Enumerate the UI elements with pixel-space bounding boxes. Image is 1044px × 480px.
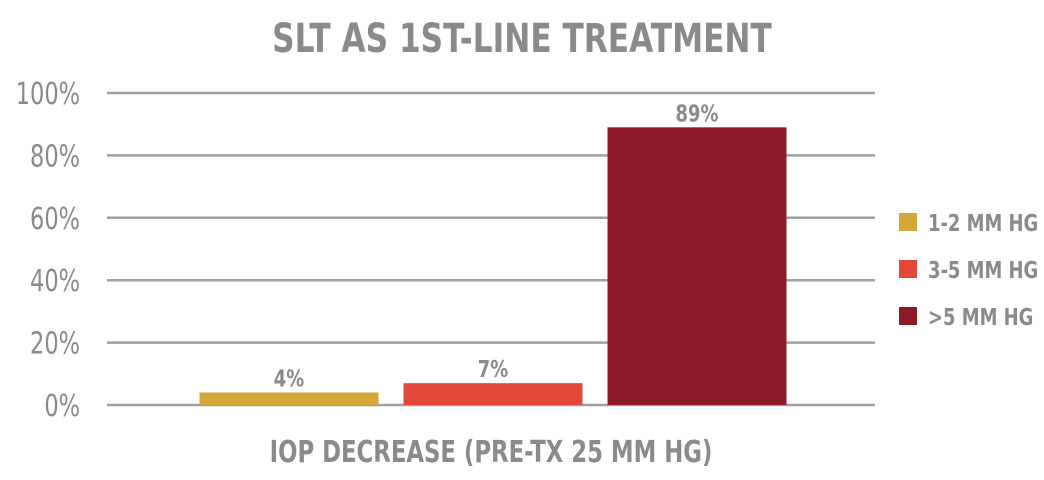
bar (403, 383, 583, 405)
x-axis-label: IOP DECREASE (PRE-TX 25 MM HG) (270, 435, 713, 470)
y-tick-label: 80% (30, 139, 80, 174)
legend-swatch (899, 213, 917, 231)
data-label: 4% (274, 365, 304, 392)
legend-swatch (899, 260, 917, 278)
legend-swatch (899, 307, 917, 325)
y-tick-label: 20% (30, 326, 80, 361)
y-tick-label: 0% (44, 389, 80, 424)
bar (607, 127, 787, 405)
y-tick-label: 100% (16, 77, 80, 112)
chart-title: SLT AS 1ST-LINE TREATMENT (272, 16, 772, 62)
data-label: 89% (676, 100, 719, 127)
y-tick-label: 60% (30, 202, 80, 237)
data-label: 7% (478, 356, 508, 383)
legend-label: 1-2 MM HG (928, 210, 1038, 237)
bar (199, 392, 379, 405)
legend-label: >5 MM HG (928, 304, 1033, 331)
legend-label: 3-5 MM HG (928, 257, 1038, 284)
y-tick-label: 40% (30, 264, 80, 299)
